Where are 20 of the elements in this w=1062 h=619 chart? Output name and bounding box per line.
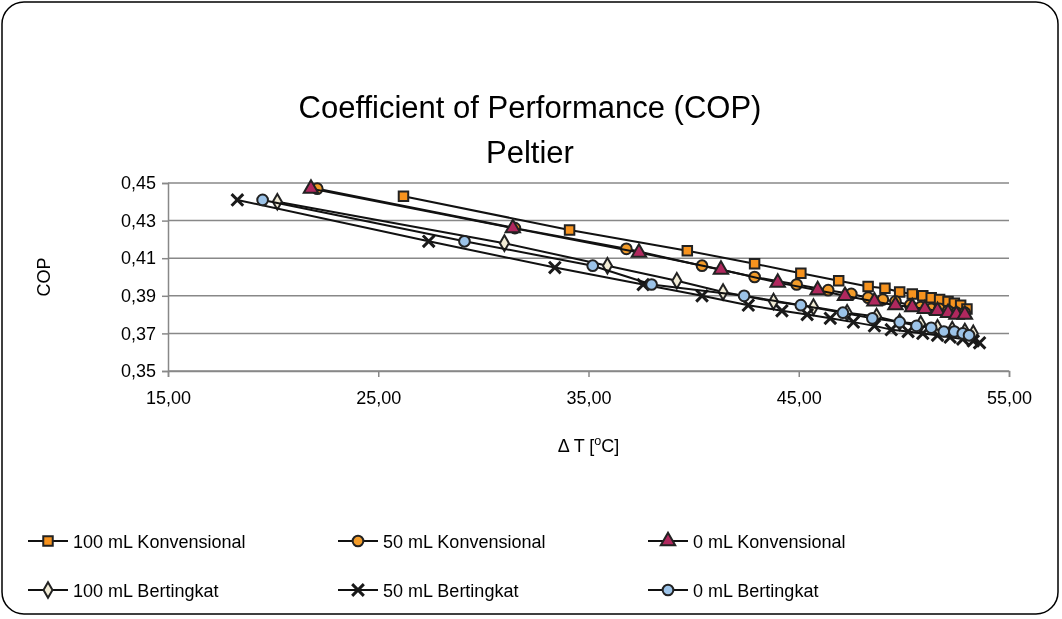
legend-label: 0 mL Konvensional xyxy=(693,532,846,552)
x-tick-label: 25,00 xyxy=(356,387,402,408)
y-tick-label: 0,45 xyxy=(120,173,156,194)
legend-label: 100 mL Bertingkat xyxy=(73,581,219,601)
y-tick-label: 0,43 xyxy=(120,210,156,231)
legend-label: 50 mL Bertingkat xyxy=(383,581,519,601)
legend-label: 100 mL Konvensional xyxy=(73,532,246,552)
legend-label: 50 mL Konvensional xyxy=(383,532,546,552)
y-tick-label: 0,41 xyxy=(120,248,156,269)
chart-title: Coefficient of Performance (COP) Peltier xyxy=(298,90,762,170)
x-tick-label: 55,00 xyxy=(986,387,1033,408)
x-axis-title: Δ T [$^{o}$C] xyxy=(557,434,620,456)
x-tick-label: 15,00 xyxy=(145,387,192,408)
x-tick-label: 35,00 xyxy=(566,387,612,408)
y-tick-label: 0,39 xyxy=(120,286,156,307)
x-tick-label: 45,00 xyxy=(776,387,822,408)
y-tick-label: 0,35 xyxy=(120,361,156,382)
y-axis-title: COP xyxy=(34,257,54,297)
legend-label: 0 mL Bertingkat xyxy=(693,581,819,601)
y-tick-label: 0,37 xyxy=(120,323,156,344)
